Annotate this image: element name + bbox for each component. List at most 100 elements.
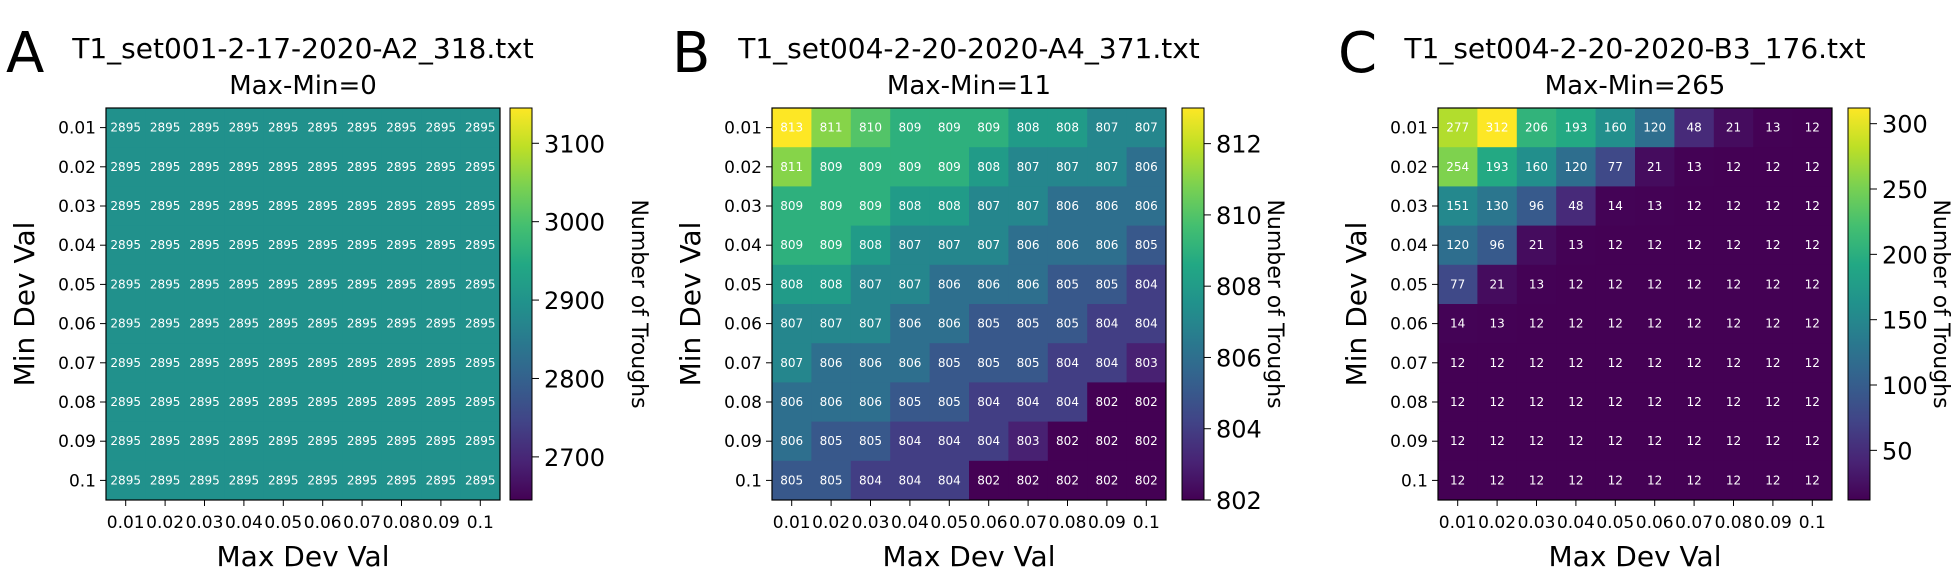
heatmap-cell: [1477, 382, 1518, 423]
heatmap-cell: [1792, 382, 1833, 423]
colorbar-tick-label: 2700: [544, 444, 605, 472]
cell-value-label: 12: [1608, 238, 1623, 252]
y-tick-label: 0.1: [735, 471, 762, 491]
cell-value-label: 12: [1726, 277, 1741, 291]
cell-value-label: 2895: [347, 317, 378, 331]
heatmap-cell: [145, 460, 186, 501]
heatmap-cell: [811, 343, 852, 383]
heatmap-cell: [850, 382, 891, 423]
heatmap-cell: [1438, 225, 1478, 266]
cell-value-label: 806: [1135, 160, 1158, 174]
heatmap-cell: [890, 382, 931, 423]
heatmap-cell: [890, 421, 931, 462]
cell-value-label: 12: [1568, 473, 1583, 487]
heatmap-cell: [1047, 382, 1088, 423]
heatmap-cell: [145, 147, 186, 187]
cell-value-label: 806: [938, 317, 961, 331]
colorbar-tick-label: 2800: [544, 365, 605, 393]
x-tick-label: 0.03: [1518, 513, 1556, 533]
cell-value-label: 807: [1056, 160, 1079, 174]
cell-value-label: 12: [1805, 395, 1820, 409]
heatmap-cell: [1713, 186, 1754, 227]
x-tick-label: 0.1: [1133, 513, 1160, 533]
cell-value-label: 2895: [110, 395, 141, 409]
cell-value-label: 807: [859, 317, 882, 331]
cell-value-label: 2895: [229, 317, 260, 331]
heatmap-cell: [1556, 421, 1597, 462]
heatmap-cell: [224, 147, 265, 187]
heatmap-cell: [1556, 108, 1597, 148]
x-tick-label: 0.04: [1557, 513, 1595, 533]
cell-value-label: 2895: [229, 199, 260, 213]
heatmap-cell: [224, 421, 265, 462]
heatmap-cell: [1713, 147, 1754, 187]
cell-value-label: 2895: [347, 356, 378, 370]
cell-value-label: 12: [1765, 199, 1780, 213]
colorbar-tick-label: 150: [1882, 307, 1928, 335]
cell-value-label: 12: [1647, 238, 1662, 252]
cell-value-label: 12: [1568, 317, 1583, 331]
cell-value-label: 12: [1450, 434, 1465, 448]
cell-value-label: 805: [1017, 317, 1040, 331]
heatmap-cell: [1674, 186, 1715, 227]
cell-value-label: 807: [1017, 160, 1040, 174]
heatmap-cell: [1008, 225, 1049, 266]
heatmap-cell: [1438, 343, 1478, 383]
chart-title: T1_set004-2-20-2020-A4_371.txt: [737, 32, 1200, 65]
heatmap-cell: [145, 186, 186, 227]
heatmap-cell: [303, 264, 343, 305]
cell-value-label: 2895: [307, 121, 338, 135]
cell-value-label: 808: [780, 277, 803, 291]
cell-value-label: 2895: [465, 395, 496, 409]
cell-value-label: 802: [1095, 473, 1118, 487]
cell-value-label: 2895: [426, 277, 457, 291]
cell-value-label: 806: [859, 395, 882, 409]
cell-value-label: 809: [898, 121, 921, 135]
cell-value-label: 2895: [268, 434, 299, 448]
cell-value-label: 12: [1647, 356, 1662, 370]
cell-value-label: 806: [1017, 277, 1040, 291]
cell-value-label: 805: [977, 356, 1000, 370]
heatmap-cell: [263, 421, 304, 462]
y-tick-label: 0.03: [724, 197, 762, 217]
heatmap-cell: [263, 186, 304, 227]
cell-value-label: 120: [1643, 121, 1666, 135]
chart-title: T1_set001-2-17-2020-A2_318.txt: [71, 32, 534, 65]
cell-value-label: 13: [1529, 277, 1544, 291]
cell-value-label: 806: [820, 395, 843, 409]
heatmap-cell: [772, 225, 812, 266]
heatmap-cell: [1008, 343, 1049, 383]
cell-value-label: 2895: [189, 356, 220, 370]
cell-value-label: 12: [1726, 356, 1741, 370]
heatmap-cell: [460, 343, 501, 383]
heatmap-cell: [1635, 304, 1675, 344]
cell-value-label: 802: [1135, 434, 1158, 448]
heatmap-cell: [850, 264, 891, 305]
cell-value-label: 2895: [465, 238, 496, 252]
cell-value-label: 2895: [465, 434, 496, 448]
heatmap-cell: [1595, 421, 1636, 462]
colorbar-tick-label: 810: [1216, 202, 1262, 230]
cell-value-label: 12: [1726, 160, 1741, 174]
cell-value-label: 805: [977, 317, 1000, 331]
heatmap-cell: [1126, 304, 1167, 344]
colorbar-tick-label: 50: [1882, 437, 1913, 465]
heatmap-cell: [184, 343, 225, 383]
cell-value-label: 806: [1056, 238, 1079, 252]
cell-value-label: 804: [1017, 395, 1040, 409]
heatmap-cell: [106, 460, 146, 501]
cell-value-label: 808: [859, 238, 882, 252]
cell-value-label: 12: [1765, 434, 1780, 448]
heatmap-cell: [1556, 186, 1597, 227]
cell-value-label: 807: [898, 277, 921, 291]
cell-value-label: 802: [977, 473, 1000, 487]
cell-value-label: 805: [938, 395, 961, 409]
cell-value-label: 2895: [150, 356, 181, 370]
cell-value-label: 2895: [465, 356, 496, 370]
x-tick-label: 0.03: [186, 513, 224, 533]
cell-value-label: 12: [1726, 238, 1741, 252]
colorbar-tick-label: 250: [1882, 176, 1928, 204]
heatmap-cell: [850, 304, 891, 344]
cell-value-label: 807: [898, 238, 921, 252]
